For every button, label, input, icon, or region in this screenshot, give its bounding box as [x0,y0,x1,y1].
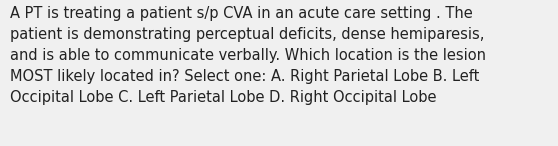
Text: A PT is treating a patient s/p CVA in an acute care setting . The
patient is dem: A PT is treating a patient s/p CVA in an… [10,6,486,105]
